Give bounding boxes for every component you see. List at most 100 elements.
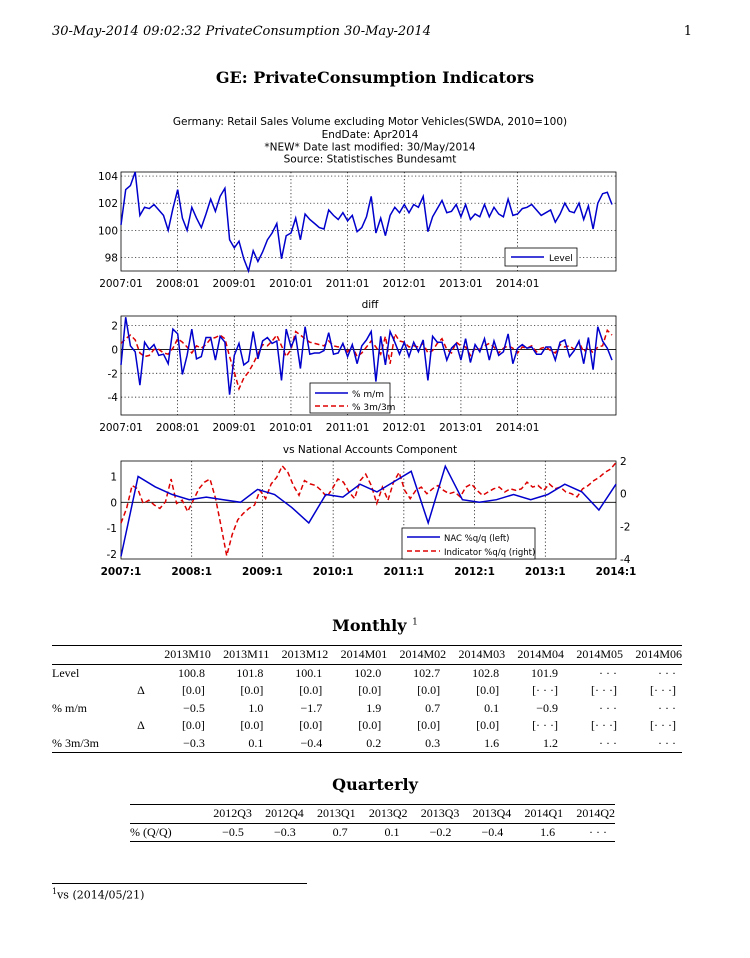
table-cell: [0.0]	[417, 683, 441, 698]
table-cell: −0.4	[459, 823, 512, 842]
chart-title: diff	[362, 299, 380, 311]
x-tick-label: 2008:1	[171, 566, 212, 578]
y-tick-label-right: -2	[620, 521, 630, 533]
table-cell: [0.0]	[417, 718, 441, 733]
column-header: 2014M06	[622, 645, 682, 665]
table-cell: 0.7	[303, 823, 356, 842]
header-blank	[130, 645, 152, 665]
table-cell: · · ·	[622, 734, 682, 753]
plot-frame	[120, 460, 617, 560]
document-title: GE: PrivateConsumption Indicators	[215, 68, 535, 87]
table-cell: 1.6	[511, 823, 564, 842]
column-header: 2013Q4	[459, 804, 512, 824]
table-cell: −0.3	[251, 823, 304, 842]
y-tick-label-right: -4	[620, 554, 631, 566]
row-label	[52, 682, 130, 700]
running-header: 30-May-2014 09:02:32 PrivateConsumption …	[52, 24, 692, 39]
table-cell: −0.9	[536, 700, 559, 715]
table-cell: [· · ·]	[650, 718, 676, 733]
column-header: 2014M04	[505, 645, 565, 665]
table-cell: [· · ·]	[591, 718, 617, 733]
monthly-title-text: Monthly	[332, 616, 407, 635]
monthly-section-title: Monthly 1	[0, 616, 750, 635]
row-label	[52, 717, 130, 735]
x-tick-label: 2007:01	[99, 422, 143, 434]
chart-subtitle: Source: Statistisches Bundesamt	[284, 154, 457, 166]
header-blank	[130, 804, 200, 824]
running-title: 30-May-2014 09:02:32 PrivateConsumption …	[52, 24, 431, 39]
footnote-mark: 1	[52, 887, 58, 896]
quarterly-header-row: 2012Q3 2012Q4 2013Q1 2013Q2 2013Q3 2013Q4 2014…	[130, 804, 615, 824]
x-tick-label: 2014:1	[596, 566, 637, 578]
delta-label	[130, 700, 152, 718]
table-cell: 0.3	[387, 734, 447, 753]
legend-label: NAC %q/q (left)	[444, 534, 510, 544]
series-line-level	[120, 171, 613, 274]
x-tick-label: 2014:01	[496, 422, 540, 434]
table-cell: · · ·	[658, 665, 676, 680]
table-row: % (Q/Q) −0.5 −0.3 0.7 0.1 −0.2 −0.4 1.6 · · ·	[130, 823, 615, 842]
table-cell: [0.0]	[358, 683, 382, 698]
legend-label: Indicator %q/q (right)	[444, 548, 535, 558]
table-cell: [· · ·]	[532, 683, 559, 698]
table-cell: [0.0]	[240, 683, 264, 698]
y-tick-label-right: 0	[620, 489, 627, 501]
table-cell: −0.4	[269, 734, 329, 753]
table-cell: −0.2	[407, 823, 460, 842]
x-tick-label: 2008:01	[156, 422, 200, 434]
table-row: Δ [0.0] [0.0] [0.0] [0.0] [0.0] [0.0] [· · ·] [·…	[52, 682, 682, 700]
monthly-table: 2013M10 2013M11 2013M12 2014M01 2014M02 2014M…	[52, 645, 682, 753]
y-tick-label: -2	[108, 368, 118, 380]
x-tick-label: 2011:01	[326, 278, 370, 290]
row-label: % 3m/3m	[52, 734, 130, 753]
table-cell: 102.8	[472, 665, 500, 680]
chart-subtitle: EndDate: Apr2014	[322, 129, 419, 141]
table-cell: · · ·	[658, 700, 676, 715]
table-cell: 0.7	[425, 700, 441, 715]
y-tick-label: -4	[108, 392, 119, 404]
x-tick-label: 2010:01	[269, 278, 313, 290]
x-tick-label: 2014:01	[496, 278, 540, 290]
table-cell: 100.8	[177, 665, 205, 680]
table-cell: 100.1	[295, 665, 323, 680]
delta-label: Δ	[137, 683, 145, 698]
chart-title: Germany: Retail Sales Volume excluding M…	[173, 116, 567, 128]
x-tick-label: 2011:1	[383, 566, 424, 578]
column-header: 2013Q1	[303, 804, 356, 824]
legend-box	[309, 382, 391, 414]
quarterly-table: 2012Q3 2012Q4 2013Q1 2013Q2 2013Q3 2013Q4 2014…	[130, 804, 615, 842]
x-tick-label: 2007:01	[99, 278, 143, 290]
table-cell: · · ·	[598, 700, 617, 715]
table-cell: [· · ·]	[650, 683, 676, 698]
monthly-footnote-mark: 1	[412, 617, 418, 628]
table-cell: [0.0]	[181, 683, 205, 698]
x-tick-label: 2010:01	[269, 422, 313, 434]
table-cell: −0.5	[200, 823, 252, 842]
x-tick-label: 2009:1	[242, 566, 283, 578]
column-header: 2013M12	[269, 645, 329, 665]
table-cell: [0.0]	[299, 718, 323, 733]
series-line-nac	[120, 464, 617, 557]
page-number: 1	[683, 24, 692, 39]
x-tick-label: 2013:01	[439, 278, 483, 290]
table-cell: [0.0]	[358, 718, 382, 733]
monthly-header-row: 2013M10 2013M11 2013M12 2014M01 2014M02 2014M…	[52, 645, 682, 665]
header-blank	[52, 645, 130, 665]
table-row: % 3m/3m −0.3 0.1 −0.4 0.2 0.3 1.6 1.2 · · · · · ·	[52, 734, 682, 753]
legend-label: % 3m/3m	[352, 403, 395, 413]
x-tick-label: 2012:01	[382, 422, 426, 434]
series-line-3m3m	[120, 328, 613, 392]
row-label: % m/m	[52, 700, 87, 715]
table-cell: 0.1	[484, 700, 500, 715]
table-cell: 1.0	[248, 700, 264, 715]
x-tick-label: 2007:1	[101, 566, 142, 578]
x-tick-label: 2009:01	[212, 278, 256, 290]
quarterly-section-title: Quarterly	[332, 775, 418, 794]
table-cell: 1.2	[505, 734, 565, 753]
column-header: 2014M03	[446, 645, 506, 665]
table-cell: 0.1	[210, 734, 270, 753]
charts-figure: Germany: Retail Sales Volume excluding M…	[98, 116, 637, 578]
y-tick-label: 2	[111, 321, 118, 333]
column-header: 2012Q4	[251, 804, 304, 824]
table-row: Δ [0.0] [0.0] [0.0] [0.0] [0.0] [0.0] [· · ·] [·…	[52, 717, 682, 735]
